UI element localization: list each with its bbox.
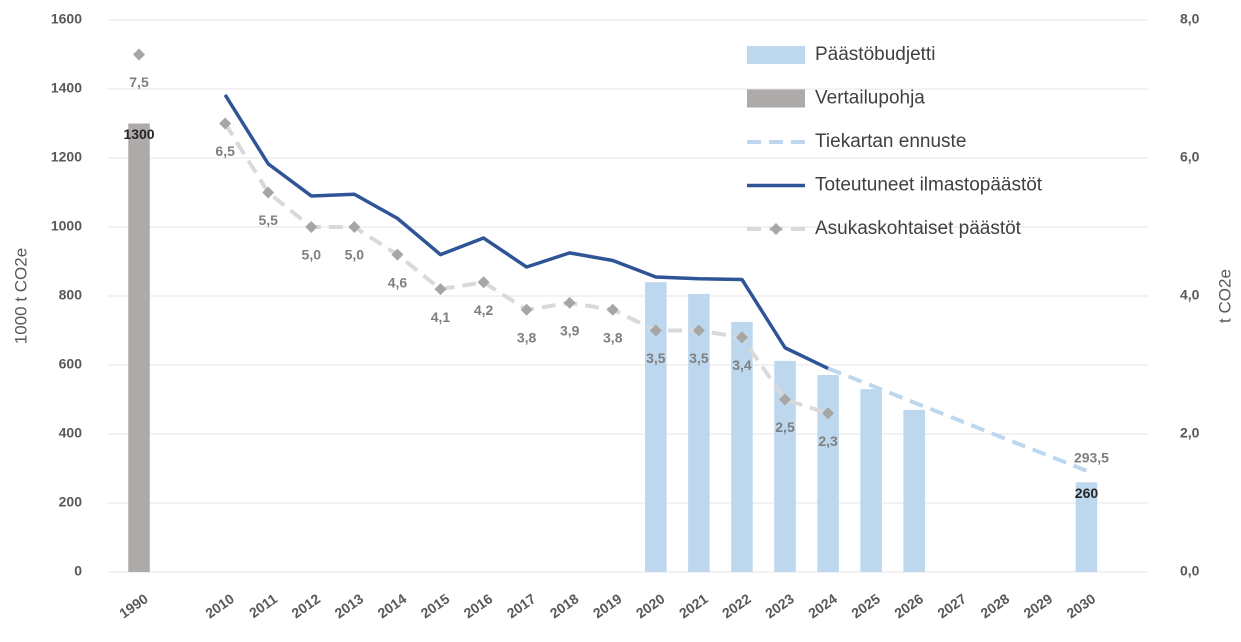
x-tick-label: 2020 (633, 590, 668, 621)
legend-label: Vertailupohja (815, 88, 925, 109)
bar (1075, 482, 1098, 572)
data-label: 7,5 (129, 74, 149, 90)
x-tick-label: 2012 (288, 590, 323, 621)
data-label: 5,5 (258, 212, 278, 228)
marker (348, 221, 361, 233)
data-label: 1300 (123, 126, 154, 142)
x-tick-label: 2028 (977, 590, 1012, 621)
bar (645, 282, 667, 572)
y-tick-label: 1200 (51, 149, 82, 165)
y-tick-label: 600 (59, 356, 83, 372)
marker (563, 296, 576, 309)
legend-marker (770, 223, 782, 235)
legend-label: Toteutuneet ilmastopäästöt (815, 175, 1043, 196)
y2-axis-label: t CO2e (1215, 269, 1234, 323)
x-tick-label: 2014 (375, 590, 410, 621)
data-label: 3,8 (517, 330, 537, 346)
bar (128, 123, 150, 572)
marker (649, 324, 662, 337)
legend-label: Päästöbudjetti (815, 44, 935, 65)
data-label: 3,4 (732, 357, 752, 373)
data-label: 3,5 (646, 350, 666, 366)
bar (731, 321, 753, 572)
data-label: 4,1 (431, 309, 451, 325)
x-tick-label: 2016 (461, 590, 496, 621)
marker (606, 303, 619, 316)
y2-tick-label: 6,0 (1180, 149, 1200, 165)
marker (219, 117, 232, 130)
x-tick-label: 2022 (719, 590, 754, 621)
y2-tick-label: 4,0 (1180, 287, 1200, 303)
x-tick-label: 2010 (202, 590, 237, 621)
marker (262, 186, 275, 199)
x-tick-label: 1990 (116, 590, 151, 621)
data-label: 4,6 (388, 274, 408, 290)
legend-label: Asukaskohtaiset päästöt (815, 218, 1022, 239)
data-label: 3,5 (689, 350, 709, 366)
marker (520, 303, 533, 316)
marker (434, 283, 447, 296)
bar (903, 409, 925, 572)
y-tick-label: 1000 (51, 218, 82, 234)
y-tick-label: 400 (59, 425, 83, 441)
data-label: 2,3 (818, 433, 838, 449)
data-label: 260 (1075, 485, 1099, 501)
y2-tick-label: 0,0 (1180, 563, 1200, 579)
y2-tick-label: 2,0 (1180, 425, 1200, 441)
legend-swatch (747, 89, 805, 108)
x-tick-label: 2015 (418, 590, 453, 621)
x-tick-label: 2017 (504, 590, 539, 621)
marker (822, 407, 835, 420)
x-tick-label: 2021 (676, 590, 711, 621)
y-tick-label: 1600 (51, 11, 82, 27)
y-tick-label: 1400 (51, 80, 82, 96)
line (223, 93, 829, 371)
marker (305, 221, 318, 233)
y2-tick-label: 8,0 (1180, 11, 1200, 27)
marker (477, 276, 490, 289)
data-label: 5,0 (345, 247, 365, 263)
x-tick-label: 2030 (1064, 590, 1099, 621)
x-tick-label: 2013 (332, 590, 367, 621)
x-tick-label: 2025 (848, 590, 883, 621)
bar (774, 360, 796, 572)
data-label: 6,5 (215, 143, 235, 159)
marker (779, 393, 792, 406)
marker (735, 331, 748, 344)
legend-swatch (747, 46, 805, 64)
x-tick-label: 2023 (762, 590, 797, 621)
bar (860, 389, 882, 572)
y-tick-label: 800 (59, 287, 83, 303)
marker (133, 48, 146, 61)
data-label: 2,5 (775, 419, 795, 435)
x-tick-label: 2027 (934, 590, 969, 621)
x-tick-label: 2019 (590, 590, 625, 621)
legend-label: Tiekartan ennuste (815, 131, 966, 152)
data-label: 4,2 (474, 302, 494, 318)
y-axis-label: 1000 t CO2e (11, 248, 30, 344)
x-tick-label: 2018 (547, 590, 582, 621)
marker (391, 248, 404, 261)
line (827, 366, 1088, 473)
data-label: 3,8 (603, 330, 623, 346)
y-tick-label: 0 (74, 563, 82, 579)
bar (817, 375, 839, 572)
data-label: 293,5 (1074, 449, 1109, 465)
data-label: 5,0 (302, 247, 322, 263)
x-tick-label: 2024 (805, 590, 840, 621)
x-tick-label: 2026 (891, 590, 926, 621)
y-tick-label: 200 (59, 494, 83, 510)
bar (688, 293, 710, 572)
data-label: 3,9 (560, 323, 580, 339)
x-tick-label: 2011 (246, 590, 280, 621)
x-tick-label: 2029 (1021, 590, 1056, 621)
marker (692, 324, 705, 337)
